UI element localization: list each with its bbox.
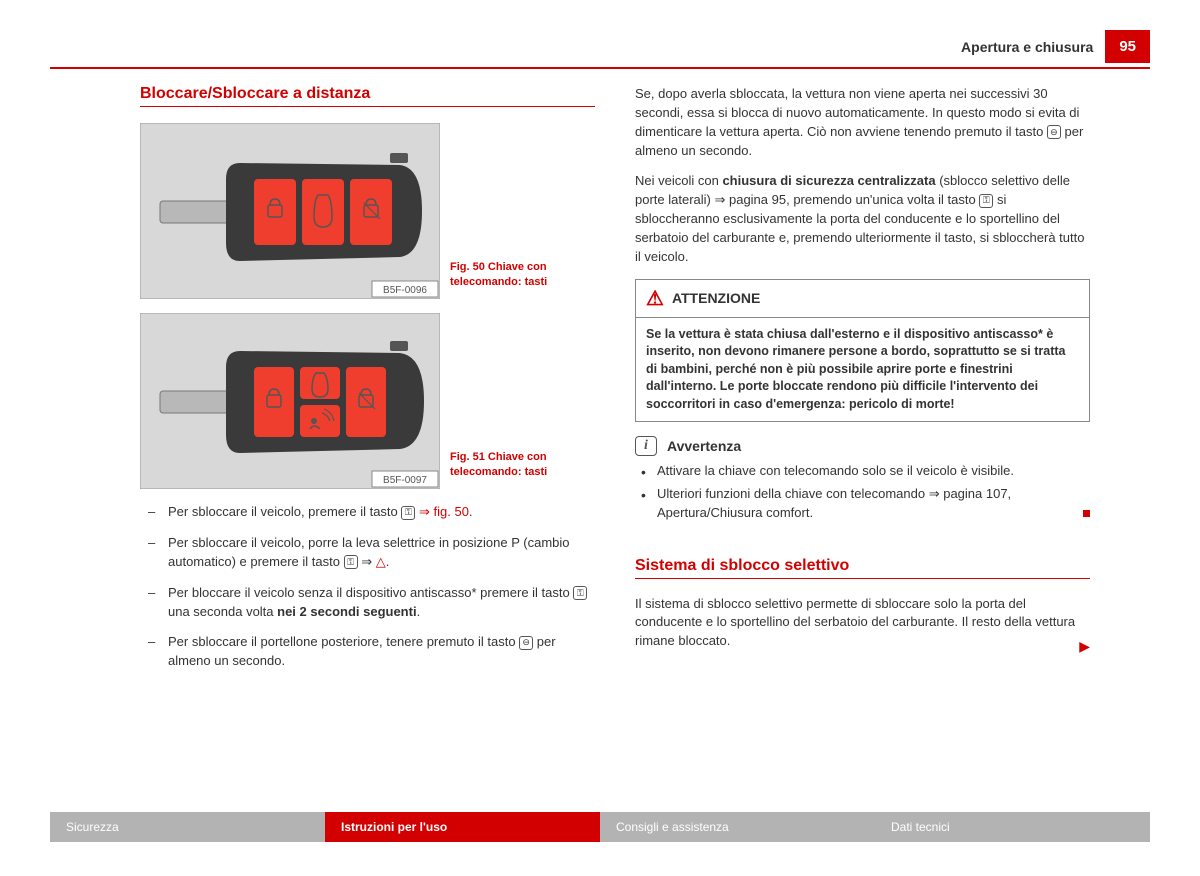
trunk-icon: ⊖ xyxy=(1047,125,1061,139)
right-column: Se, dopo averla sbloccata, la vettura no… xyxy=(635,85,1090,683)
fig50-prefix: Fig. 50 xyxy=(450,261,485,273)
figure-50: B5F-0096 Fig. 50 Chiave con telecomando:… xyxy=(140,123,595,299)
lock-icon: ⚿ xyxy=(344,555,358,569)
bottom-tabs: Sicurezza Istruzioni per l'uso Consigli … xyxy=(50,812,1150,842)
section-heading-lock-unlock: Bloccare/Sbloccare a distanza xyxy=(140,85,595,107)
fig-reference: ⇒ fig. 50 xyxy=(419,504,469,519)
text: Nei veicoli con xyxy=(635,173,722,188)
page-number: 95 xyxy=(1105,30,1150,63)
trunk-icon: ⊖ xyxy=(519,636,533,650)
text: Per bloccare il veicolo senza il disposi… xyxy=(168,585,573,600)
instruction-list: Per sbloccare il veicolo, premere il tas… xyxy=(140,503,595,671)
text: ⇒ xyxy=(358,554,376,569)
end-marker-icon xyxy=(1083,510,1090,517)
warning-label: ATTENZIONE xyxy=(672,290,760,306)
header-row: Apertura e chiusura 95 xyxy=(50,30,1150,63)
content-columns: Bloccare/Sbloccare a distanza xyxy=(50,69,1150,683)
text: una seconda volta xyxy=(168,604,277,619)
svg-text:B5F-0096: B5F-0096 xyxy=(383,285,427,296)
figure-51-caption: Fig. 51 Chiave con telecomando: tasti xyxy=(450,450,595,489)
info-icon: i xyxy=(635,436,657,456)
bullet-item: Ulteriori funzioni della chiave con tele… xyxy=(639,485,1090,523)
bold-text: nei 2 secondi seguenti xyxy=(277,604,416,619)
text: . xyxy=(386,554,390,569)
unlock-icon: ⚿ xyxy=(401,506,415,520)
unlock-icon: ⚿ xyxy=(979,194,993,208)
note-title: Avvertenza xyxy=(667,438,741,454)
figure-51: B5F-0097 Fig. 51 Chiave con telecomando:… xyxy=(140,313,595,489)
text: . xyxy=(469,504,473,519)
paragraph-selective-unlock: Il sistema di sblocco selettivo permette… xyxy=(635,595,1090,652)
warning-triangle-icon: ⚠ xyxy=(646,286,664,311)
tab-technical-data[interactable]: Dati tecnici xyxy=(875,812,1150,842)
paragraph-central-locking: Nei veicoli con chiusura di sicurezza ce… xyxy=(635,172,1090,266)
list-item: Per sbloccare il portellone posteriore, … xyxy=(140,633,595,671)
text: Per sbloccare il veicolo, premere il tas… xyxy=(168,504,401,519)
text: Il sistema di sblocco selettivo permette… xyxy=(635,596,1075,649)
note-bullets: Attivare la chiave con telecomando solo … xyxy=(635,462,1090,523)
left-column: Bloccare/Sbloccare a distanza xyxy=(140,85,595,683)
text: . xyxy=(417,604,421,619)
page-wrap: Apertura e chiusura 95 Bloccare/Sbloccar… xyxy=(0,0,1200,683)
warning-body: Se la vettura è stata chiusa dall'estern… xyxy=(636,318,1089,422)
fig51-prefix: Fig. 51 xyxy=(450,451,485,463)
warning-triangle-icon: △ xyxy=(376,553,386,572)
figure-50-caption: Fig. 50 Chiave con telecomando: tasti xyxy=(450,260,595,299)
bullet-item: Attivare la chiave con telecomando solo … xyxy=(639,462,1090,481)
lock-icon: ⚿ xyxy=(573,586,587,600)
note-header: i Avvertenza xyxy=(635,436,1090,456)
key-fob-4-button-illustration: B5F-0097 xyxy=(140,313,440,489)
list-item: Per sbloccare il veicolo, premere il tas… xyxy=(140,503,595,522)
text: Ulteriori funzioni della chiave con tele… xyxy=(657,486,1011,520)
text: Se, dopo averla sbloccata, la vettura no… xyxy=(635,86,1079,139)
paragraph-auto-relock: Se, dopo averla sbloccata, la vettura no… xyxy=(635,85,1090,160)
warning-header: ⚠ ATTENZIONE xyxy=(636,280,1089,318)
warning-box: ⚠ ATTENZIONE Se la vettura è stata chius… xyxy=(635,279,1090,423)
tab-advice[interactable]: Consigli e assistenza xyxy=(600,812,875,842)
tab-safety[interactable]: Sicurezza xyxy=(50,812,325,842)
continue-marker-icon: ▶ xyxy=(1079,636,1090,656)
chapter-title: Apertura e chiusura xyxy=(961,39,1093,55)
section-heading-selective-unlock: Sistema di sblocco selettivo xyxy=(635,557,1090,579)
list-item: Per bloccare il veicolo senza il disposi… xyxy=(140,584,595,622)
bold-text: chiusura di sicurezza centralizzata xyxy=(722,173,935,188)
tab-instructions[interactable]: Istruzioni per l'uso xyxy=(325,812,600,842)
list-item: Per sbloccare il veicolo, porre la leva … xyxy=(140,534,595,572)
key-fob-3-button-illustration: B5F-0096 xyxy=(140,123,440,299)
text: Per sbloccare il portellone posteriore, … xyxy=(168,634,519,649)
svg-text:B5F-0097: B5F-0097 xyxy=(383,475,427,486)
